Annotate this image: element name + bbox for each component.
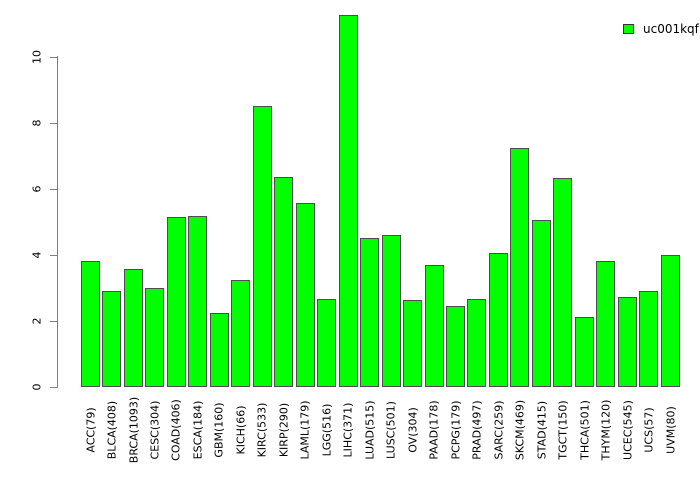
bar-THCA(501) [574,317,594,387]
y-tick-label-8: 8 [30,119,44,127]
x-tick-label-ESCA(184): ESCA(184) [191,400,205,460]
x-tick-label-PCPG(179): PCPG(179) [449,400,463,460]
bar-KIRP(290) [274,177,294,387]
x-tick-label-LUSC(501): LUSC(501) [384,401,398,459]
bar-PAAD(178) [424,265,444,387]
x-tick-label-TGCT(150): TGCT(150) [556,400,570,460]
bar-UCEC(545) [617,296,637,387]
legend-label: uc001kqf [643,22,699,36]
y-tick-line-6 [50,188,58,190]
bar-STAD(415) [531,220,551,387]
x-tick-label-BLCA(408): BLCA(408) [105,400,119,460]
y-tick-line-8 [50,122,58,124]
y-tick-label-4: 4 [30,251,44,259]
x-tick-label-ACC(79): ACC(79) [84,407,97,453]
x-tick-label-PRAD(497): PRAD(497) [470,400,484,460]
bar-LAML(179) [295,203,315,387]
bar-SKCM(469) [510,148,530,387]
bar-COAD(406) [166,217,186,387]
bar-KIRC(533) [252,106,272,387]
bar-BRCA(1093) [123,269,143,387]
bar-LUAD(515) [360,237,380,387]
y-tick-label-0: 0 [30,383,44,391]
bar-LGG(516) [317,298,337,387]
bar-UCS(57) [639,291,659,387]
bar-GBM(160) [209,312,229,387]
x-tick-label-THYM(120): THYM(120) [599,399,613,461]
y-tick-line-2 [50,320,58,322]
bar-BLCA(408) [102,291,122,387]
x-tick-label-LAML(179): LAML(179) [298,400,312,460]
x-tick-label-LIHC(371): LIHC(371) [341,402,355,458]
y-tick-label-2: 2 [30,317,44,325]
bar-UVM(80) [660,255,680,387]
bars-container [81,7,680,387]
x-tick-label-COAD(406): COAD(406) [169,399,183,461]
x-tick-label-UVM(80): UVM(80) [664,406,677,454]
bar-LIHC(371) [338,15,358,387]
bar-CESC(304) [145,288,165,387]
y-tick-label-10: 10 [30,50,44,64]
x-tick-label-SARC(259): SARC(259) [492,400,506,460]
legend: uc001kqf [623,22,699,36]
x-tick-label-OV(304): OV(304) [406,407,420,453]
x-tick-label-KIRP(290): KIRP(290) [277,402,291,458]
x-tick-label-LGG(516): LGG(516) [320,403,334,457]
bar-PRAD(497) [467,298,487,387]
bar-TGCT(150) [553,178,573,387]
bar-PCPG(179) [445,306,465,387]
bar-KICH(66) [231,279,251,387]
x-tick-label-SKCM(469): SKCM(469) [513,399,527,461]
y-axis-line [57,56,58,387]
x-tick-label-LUAD(515): LUAD(515) [363,400,377,460]
bar-SARC(259) [488,252,508,387]
legend-color-swatch [623,24,634,35]
x-tick-label-STAD(415): STAD(415) [535,400,549,460]
bar-ESCA(184) [188,216,208,387]
x-tick-label-BRCA(1093): BRCA(1093) [127,396,140,464]
y-tick-line-10 [50,56,58,58]
x-tick-label-THCA(501): THCA(501) [578,400,592,460]
bar-OV(304) [403,300,423,387]
y-tick-label-6: 6 [30,185,44,193]
x-tick-label-PAAD(178): PAAD(178) [427,400,441,460]
y-tick-line-0 [50,386,58,388]
x-tick-label-UCEC(545): UCEC(545) [621,400,634,460]
bar-ACC(79) [81,261,100,387]
x-tick-label-KICH(66): KICH(66) [234,405,248,455]
x-tick-label-GBM(160): GBM(160) [212,402,226,458]
x-tick-label-CESC(304): CESC(304) [148,400,162,460]
bar-LUSC(501) [381,235,401,387]
y-tick-line-4 [50,254,58,256]
bar-THYM(120) [596,260,616,387]
x-tick-label-KIRC(533): KIRC(533) [255,402,269,458]
x-tick-label-UCS(57): UCS(57) [642,407,656,453]
